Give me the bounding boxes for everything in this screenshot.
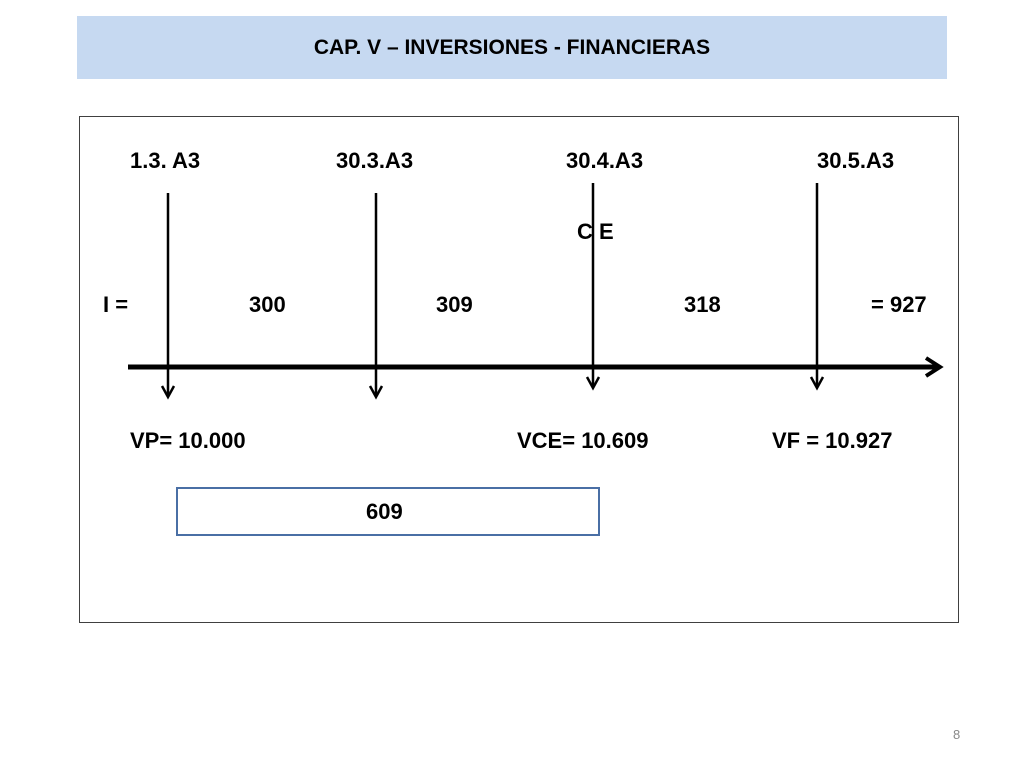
diagram-frame	[79, 116, 959, 623]
ce-label: C E	[577, 219, 614, 244]
vce-label: VCE= 10.609	[517, 428, 649, 453]
difference-box: 609	[176, 487, 600, 536]
date-label-2: 30.3.A3	[336, 148, 414, 173]
page-number: 8	[953, 727, 961, 742]
interest-value-1: 300	[249, 292, 286, 317]
date-arrow-1	[160, 193, 176, 400]
interest-prefix: I =	[103, 292, 129, 317]
date-arrow-2	[368, 193, 384, 400]
interest-value-3: 318	[684, 292, 721, 317]
date-label-3: 30.4.A3	[566, 148, 644, 173]
date-label-4: 30.5.A3	[817, 148, 895, 173]
difference-value: 609	[366, 499, 403, 524]
interest-total: = 927	[871, 292, 927, 317]
title-bar: CAP. V – INVERSIONES - FINANCIERAS	[77, 16, 947, 79]
vf-label: VF = 10.927	[772, 428, 893, 453]
date-label-1: 1.3. A3	[130, 148, 201, 173]
vp-label: VP= 10.000	[130, 428, 246, 453]
timeline-arrowhead	[924, 356, 944, 378]
date-arrow-4	[809, 183, 825, 391]
date-arrow-3	[585, 183, 601, 391]
interest-value-2: 309	[436, 292, 473, 317]
slide-title: CAP. V – INVERSIONES - FINANCIERAS	[313, 35, 711, 59]
